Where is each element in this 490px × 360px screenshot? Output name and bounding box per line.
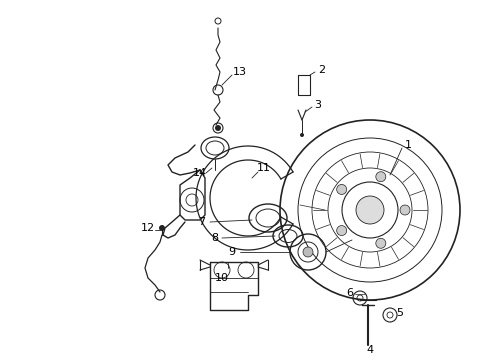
Text: 9: 9: [228, 247, 236, 257]
Circle shape: [159, 225, 165, 231]
Circle shape: [400, 205, 410, 215]
Circle shape: [376, 172, 386, 182]
Text: 8: 8: [212, 233, 219, 243]
Circle shape: [215, 125, 221, 131]
Circle shape: [337, 226, 347, 235]
Text: 11: 11: [257, 163, 271, 173]
Circle shape: [356, 196, 384, 224]
Circle shape: [337, 184, 347, 194]
Text: 10: 10: [215, 273, 229, 283]
Text: 7: 7: [198, 217, 206, 227]
Text: 5: 5: [396, 308, 403, 318]
Text: 6: 6: [346, 288, 353, 298]
Text: 13: 13: [233, 67, 247, 77]
Text: 2: 2: [318, 65, 325, 75]
Circle shape: [376, 238, 386, 248]
Text: 12: 12: [141, 223, 155, 233]
Text: 1: 1: [405, 140, 412, 150]
Text: 14: 14: [193, 168, 207, 178]
Text: 4: 4: [367, 345, 373, 355]
Text: 3: 3: [315, 100, 321, 110]
Circle shape: [300, 133, 304, 137]
Circle shape: [303, 247, 313, 257]
